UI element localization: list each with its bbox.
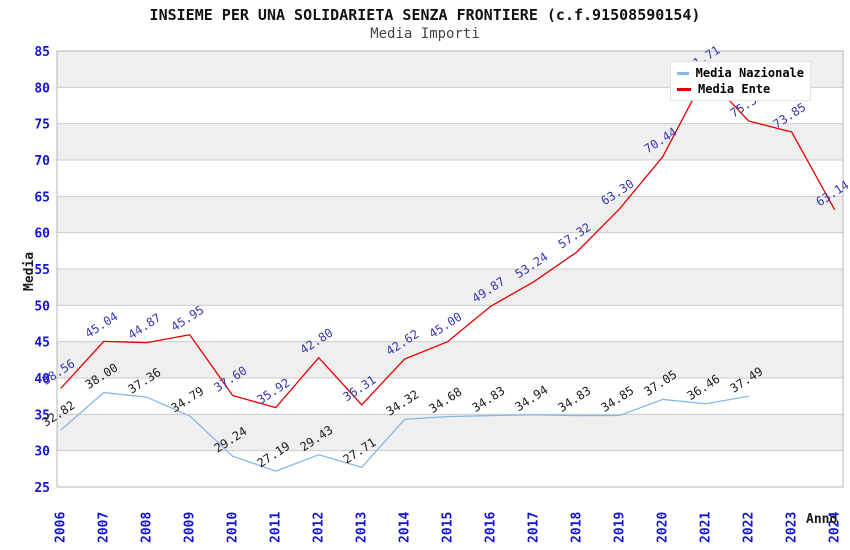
x-tick-label: 2024 — [828, 512, 843, 543]
grid-band — [57, 378, 843, 415]
x-tick-label: 2007 — [97, 512, 112, 543]
x-tick-label: 2015 — [441, 512, 456, 543]
y-axis-title: Media — [22, 252, 37, 291]
chart-title: INSIEME PER UNA SOLIDARIETA SENZA FRONTI… — [149, 6, 701, 24]
legend: Media Nazionale Media Ente — [670, 61, 811, 101]
y-tick-label: 25 — [34, 481, 50, 496]
x-tick-label: 2008 — [140, 512, 155, 543]
x-tick-label: 2022 — [742, 512, 757, 543]
series-line-media-nazionale — [60, 391, 749, 472]
grid-band — [57, 450, 843, 487]
x-tick-label: 2016 — [484, 512, 499, 543]
grid-band — [57, 269, 843, 306]
y-tick-label: 70 — [34, 154, 50, 169]
media-ente-line-swatch — [677, 87, 691, 91]
legend-item-media-ente: Media Ente — [677, 81, 804, 97]
y-tick-label: 60 — [34, 227, 50, 242]
y-tick-label: 65 — [34, 190, 50, 205]
plot-border — [56, 50, 844, 488]
y-tick-label: 40 — [34, 372, 50, 387]
y-tick-label: 35 — [34, 408, 50, 423]
x-tick-label: 2023 — [785, 512, 800, 543]
x-tick-label: 2018 — [570, 512, 585, 543]
x-axis-title: Anno — [806, 512, 837, 527]
y-tick-label: 85 — [34, 45, 50, 60]
grid-band — [57, 160, 843, 197]
y-tick-label: 75 — [34, 118, 50, 133]
x-tick-label: 2017 — [527, 512, 542, 543]
grid-band — [57, 341, 843, 378]
legend-label: Media Ente — [698, 82, 771, 96]
legend-item-media-nazionale: Media Nazionale — [677, 65, 804, 81]
grid-band — [57, 123, 843, 160]
grid-band — [57, 414, 843, 451]
y-tick-label: 30 — [34, 445, 50, 460]
x-tick-label: 2012 — [312, 512, 327, 543]
x-tick-label: 2006 — [54, 512, 69, 543]
x-tick-label: 2013 — [355, 512, 370, 543]
x-tick-label: 2010 — [226, 512, 241, 543]
x-tick-label: 2019 — [613, 512, 628, 543]
y-tick-label: 45 — [34, 336, 50, 351]
y-tick-label: 80 — [34, 81, 50, 96]
grid-band — [57, 232, 843, 269]
chart-subtitle: Media Importi — [370, 26, 480, 42]
y-tick-label: 55 — [34, 263, 50, 278]
media-nazionale-line-swatch — [677, 71, 689, 75]
x-tick-label: 2009 — [183, 512, 198, 543]
x-tick-label: 2014 — [398, 512, 413, 543]
x-tick-label: 2020 — [656, 512, 671, 543]
x-tick-label: 2011 — [269, 512, 284, 543]
legend-label: Media Nazionale — [695, 66, 804, 80]
x-tick-label: 2021 — [699, 512, 714, 543]
y-tick-label: 50 — [34, 299, 50, 314]
grid-band — [57, 196, 843, 233]
